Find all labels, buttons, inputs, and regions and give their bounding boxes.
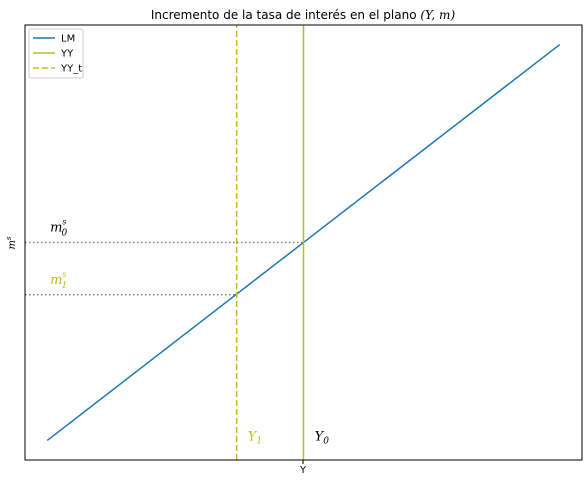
annotations: ms 0 ms 1 Y1 Y0 (50, 218, 329, 447)
y-axis-label: ms (5, 236, 18, 249)
m1-label: ms 1 (50, 270, 67, 291)
chart-title: Incremento de la tasa de interés en el p… (151, 8, 456, 22)
legend-box (28, 28, 84, 79)
legend-label-lm: LM (61, 34, 75, 45)
legend-label-yy: YY (60, 49, 74, 60)
m0-label: ms 0 (50, 218, 67, 239)
legend: LM YY YY_t (28, 28, 84, 79)
chart-title-math: (Y, m) (420, 8, 455, 22)
y1-label: Y1 (248, 429, 262, 446)
x-axis-label: Y (299, 465, 307, 476)
legend-label-yy-t: YY_t (60, 64, 82, 75)
plot-area (25, 25, 561, 460)
y0-label: Y0 (315, 429, 330, 446)
chart-title-text: Incremento de la tasa de interés en el p… (151, 8, 421, 22)
